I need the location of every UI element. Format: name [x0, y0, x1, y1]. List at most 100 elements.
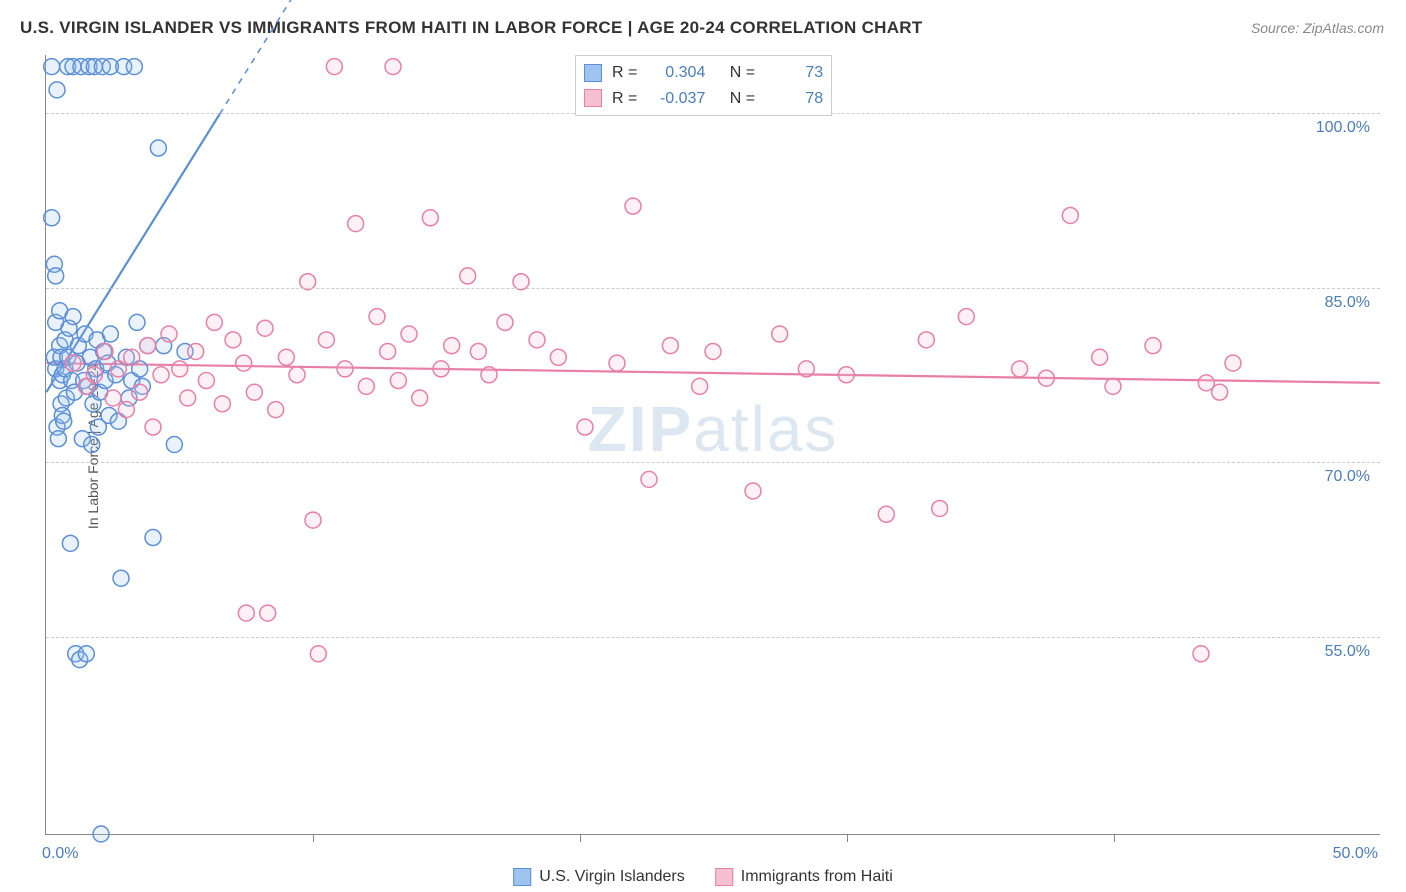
data-point-haiti	[798, 361, 814, 377]
data-point-usvi	[60, 349, 76, 365]
data-point-haiti	[65, 355, 81, 371]
data-point-usvi	[57, 361, 73, 377]
data-point-usvi	[126, 59, 142, 75]
data-point-haiti	[1193, 646, 1209, 662]
data-point-haiti	[1062, 207, 1078, 223]
data-point-haiti	[1038, 370, 1054, 386]
gridline-h	[46, 462, 1380, 463]
y-tick-label: 55.0%	[1325, 643, 1370, 661]
data-point-usvi	[52, 338, 68, 354]
data-point-haiti	[172, 361, 188, 377]
data-point-haiti	[153, 367, 169, 383]
data-point-haiti	[326, 59, 342, 75]
data-point-usvi	[61, 320, 77, 336]
data-point-usvi	[140, 338, 156, 354]
r-value-haiti: -0.037	[647, 86, 705, 112]
data-point-usvi	[50, 431, 66, 447]
data-point-usvi	[82, 349, 98, 365]
data-point-haiti	[745, 483, 761, 499]
series-label-usvi: U.S. Virgin Islanders	[539, 868, 685, 886]
data-point-haiti	[918, 332, 934, 348]
x-tick	[313, 834, 314, 842]
data-point-usvi	[76, 373, 92, 389]
data-point-haiti	[529, 332, 545, 348]
data-point-haiti	[86, 367, 102, 383]
data-point-usvi	[44, 210, 60, 226]
data-point-usvi	[66, 384, 82, 400]
data-point-haiti	[1198, 375, 1214, 391]
data-point-haiti	[497, 314, 513, 330]
data-point-haiti	[337, 361, 353, 377]
data-point-haiti	[422, 210, 438, 226]
data-point-usvi	[134, 378, 150, 394]
gridline-h	[46, 637, 1380, 638]
data-point-usvi	[56, 413, 72, 429]
data-point-haiti	[772, 326, 788, 342]
series-legend: U.S. Virgin Islanders Immigrants from Ha…	[513, 868, 893, 886]
data-point-usvi	[166, 437, 182, 453]
data-point-haiti	[1092, 349, 1108, 365]
data-point-usvi	[101, 407, 117, 423]
data-point-haiti	[145, 419, 161, 435]
data-point-usvi	[48, 361, 64, 377]
x-tick	[1114, 834, 1115, 842]
data-point-usvi	[70, 338, 86, 354]
data-point-haiti	[662, 338, 678, 354]
data-point-haiti	[318, 332, 334, 348]
data-point-usvi	[54, 407, 70, 423]
data-point-haiti	[257, 320, 273, 336]
data-point-haiti	[236, 355, 252, 371]
swatch-haiti-b	[715, 868, 733, 886]
data-point-haiti	[958, 309, 974, 325]
data-point-usvi	[52, 303, 68, 319]
data-point-usvi	[80, 378, 96, 394]
data-point-usvi	[116, 59, 132, 75]
data-point-haiti	[385, 59, 401, 75]
data-point-haiti	[238, 605, 254, 621]
data-point-haiti	[140, 338, 156, 354]
data-point-usvi	[93, 826, 109, 842]
data-point-haiti	[401, 326, 417, 342]
swatch-usvi-b	[513, 868, 531, 886]
data-point-haiti	[1225, 355, 1241, 371]
data-point-haiti	[289, 367, 305, 383]
data-point-haiti	[1145, 338, 1161, 354]
data-point-usvi	[53, 396, 69, 412]
data-point-usvi	[78, 646, 94, 662]
y-tick-label: 85.0%	[1325, 294, 1370, 312]
data-point-usvi	[89, 332, 105, 348]
data-point-usvi	[60, 59, 76, 75]
legend-row-usvi: R = 0.304 N = 73	[584, 60, 823, 86]
data-point-haiti	[369, 309, 385, 325]
data-point-haiti	[358, 378, 374, 394]
data-point-haiti	[577, 419, 593, 435]
data-point-haiti	[932, 500, 948, 516]
data-point-usvi	[65, 309, 81, 325]
data-point-haiti	[305, 512, 321, 528]
data-point-haiti	[180, 390, 196, 406]
data-point-haiti	[692, 378, 708, 394]
y-tick-label: 100.0%	[1316, 119, 1370, 137]
data-point-usvi	[54, 367, 70, 383]
data-point-usvi	[129, 314, 145, 330]
data-point-haiti	[481, 367, 497, 383]
data-point-usvi	[52, 373, 68, 389]
correlation-legend: R = 0.304 N = 73 R = -0.037 N = 78	[575, 55, 832, 116]
data-point-usvi	[48, 314, 64, 330]
data-point-usvi	[49, 419, 65, 435]
data-point-usvi	[124, 373, 140, 389]
chart-title: U.S. VIRGIN ISLANDER VS IMMIGRANTS FROM …	[20, 18, 923, 38]
data-point-haiti	[625, 198, 641, 214]
data-point-usvi	[94, 59, 110, 75]
data-point-usvi	[118, 349, 134, 365]
r-value-usvi: 0.304	[647, 60, 705, 86]
data-point-usvi	[46, 349, 62, 365]
watermark: ZIPatlas	[588, 392, 839, 466]
data-point-haiti	[78, 378, 94, 394]
n-value-haiti: 78	[765, 86, 823, 112]
data-point-haiti	[97, 343, 113, 359]
data-point-haiti	[412, 390, 428, 406]
data-point-haiti	[188, 343, 204, 359]
swatch-haiti	[584, 89, 602, 107]
data-point-usvi	[88, 361, 104, 377]
